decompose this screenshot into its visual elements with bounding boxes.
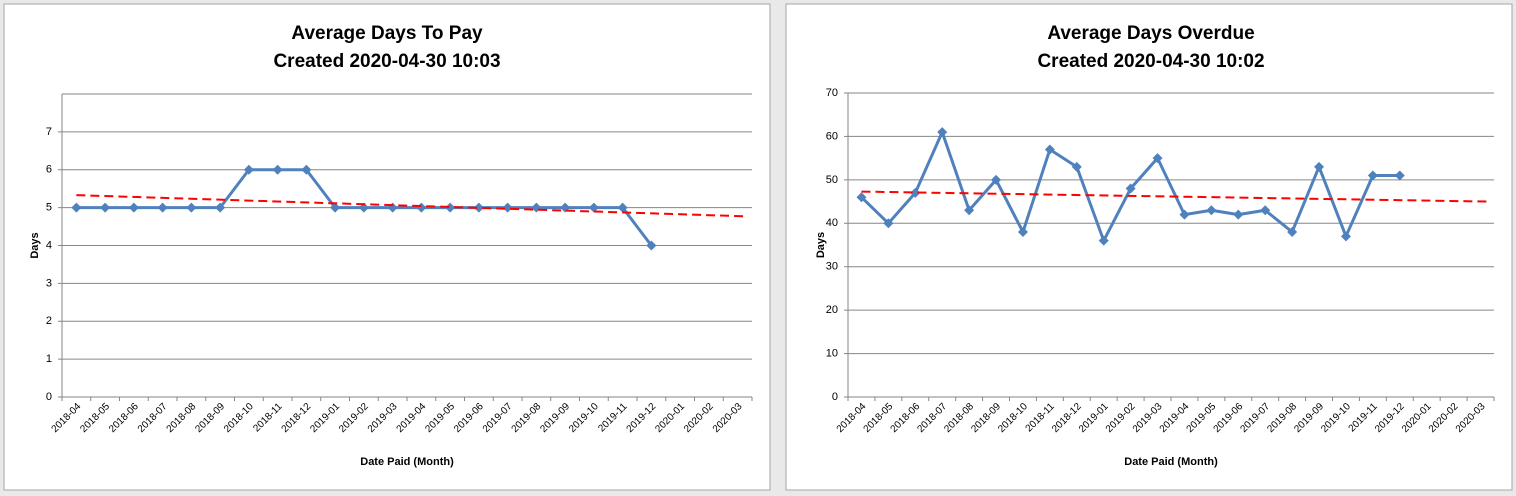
y-tick-label: 20 [826, 304, 838, 316]
chart-title: Average Days Overdue [1047, 23, 1254, 44]
marker [991, 174, 1002, 185]
y-tick-label: 70 [826, 87, 838, 99]
x-axis-title: Date Paid (Month) [360, 456, 454, 468]
marker [1098, 235, 1109, 246]
chart-title: Average Days To Pay [291, 23, 483, 44]
y-tick-label: 30 [826, 261, 838, 273]
marker [215, 202, 226, 213]
marker [964, 205, 975, 216]
y-tick-label: 40 [826, 217, 838, 229]
y-tick-label: 2 [46, 315, 52, 327]
y-tick-label: 4 [46, 239, 52, 251]
y-tick-label: 0 [46, 391, 52, 403]
marker [243, 164, 254, 175]
marker [910, 187, 921, 198]
y-tick-label: 5 [46, 202, 52, 214]
marker [1367, 170, 1378, 181]
y-axis-title: Days [29, 232, 41, 258]
y-tick-label: 50 [826, 174, 838, 186]
y-tick-label: 3 [46, 277, 52, 289]
marker [1260, 205, 1271, 216]
y-axis-title: Days [815, 232, 827, 258]
marker [71, 202, 82, 213]
marker [1233, 209, 1244, 220]
y-tick-label: 6 [46, 164, 52, 176]
marker [1179, 209, 1190, 220]
marker [1206, 205, 1217, 216]
marker [617, 202, 628, 213]
y-tick-label: 0 [832, 391, 838, 403]
marker [1394, 170, 1405, 181]
marker [1340, 231, 1351, 242]
chart-frame [3, 3, 771, 491]
trend-line [861, 190, 1489, 203]
marker [473, 202, 484, 213]
marker [186, 202, 197, 213]
marker [128, 202, 139, 213]
marker [883, 218, 894, 229]
marker [1017, 226, 1028, 237]
marker [272, 164, 283, 175]
y-tick-label: 60 [826, 130, 838, 142]
y-tick-label: 10 [826, 347, 838, 359]
marker [100, 202, 111, 213]
y-tick-label: 1 [46, 353, 52, 365]
marker [588, 202, 599, 213]
marker [301, 164, 312, 175]
marker [157, 202, 168, 213]
marker [330, 202, 341, 213]
marker [1044, 144, 1055, 155]
marker [1125, 183, 1136, 194]
chart-subtitle: Created 2020-04-30 10:03 [273, 51, 500, 72]
marker [1071, 161, 1082, 172]
chart-frame [785, 3, 1513, 491]
marker [1152, 153, 1163, 164]
marker [445, 202, 456, 213]
marker [1287, 226, 1298, 237]
marker [502, 202, 513, 213]
marker [937, 127, 948, 138]
marker [856, 192, 867, 203]
marker [1314, 161, 1325, 172]
x-axis-title: Date Paid (Month) [1124, 456, 1218, 468]
chart-subtitle: Created 2020-04-30 10:02 [1037, 51, 1264, 72]
marker [646, 240, 657, 251]
y-tick-label: 7 [46, 126, 52, 138]
